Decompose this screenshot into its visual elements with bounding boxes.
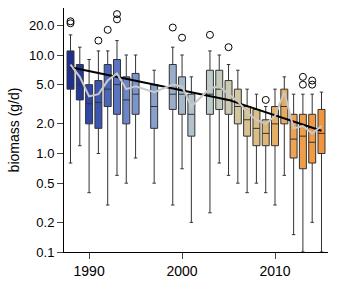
svg-text:biomass (g/d): biomass (g/d) xyxy=(6,88,22,173)
svg-text:0.1: 0.1 xyxy=(36,245,54,260)
svg-text:0.2: 0.2 xyxy=(36,215,54,230)
svg-text:0.5: 0.5 xyxy=(36,176,54,191)
svg-text:2.0: 2.0 xyxy=(36,116,54,131)
svg-text:1990: 1990 xyxy=(74,263,105,279)
svg-text:5.0: 5.0 xyxy=(36,77,54,92)
svg-text:10.0: 10.0 xyxy=(29,48,54,63)
svg-text:1.0: 1.0 xyxy=(36,146,54,161)
svg-text:2000: 2000 xyxy=(166,263,197,279)
svg-text:2010: 2010 xyxy=(259,263,290,279)
svg-text:20.0: 20.0 xyxy=(29,18,54,33)
